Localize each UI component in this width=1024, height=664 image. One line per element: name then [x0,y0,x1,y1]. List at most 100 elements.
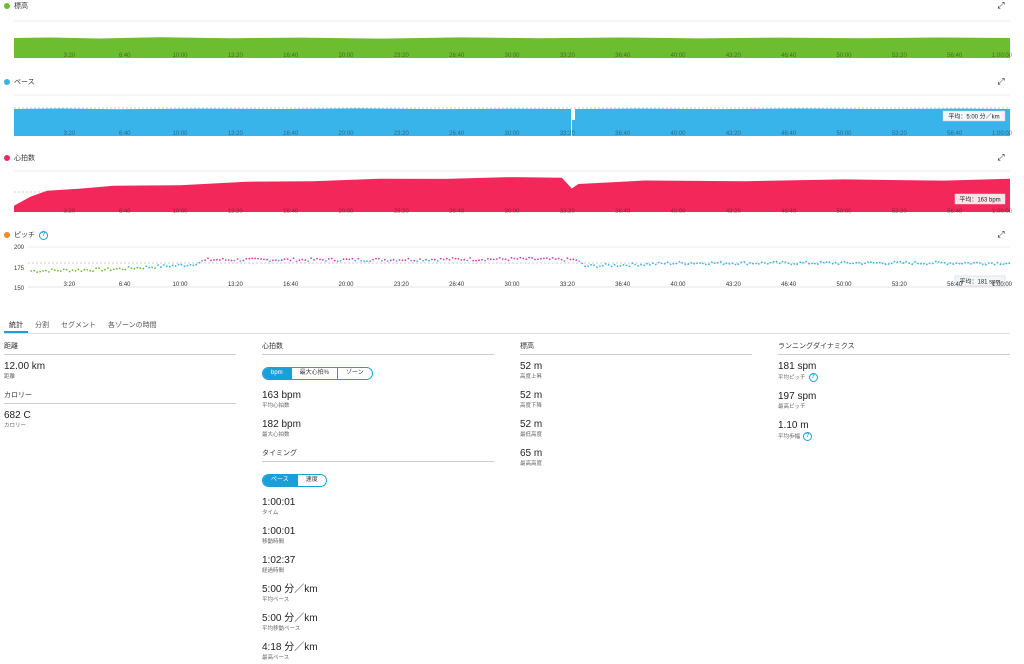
cadence-point [587,265,589,268]
cadence-point [295,260,298,263]
cadence-point [843,260,846,263]
cadence-point [805,260,807,263]
cadence-point [336,260,339,263]
cadence-point [301,258,304,261]
cadence-point [251,257,254,260]
stat-value: 52 m [520,361,543,372]
stat-avg-stride-length: 1.10 m 平均歩幅? [778,420,1010,441]
heart-rate-chart-header: 心拍数 [4,152,35,164]
cadence-point [77,268,80,271]
tab-time-in-zones[interactable]: 各ゾーンの時間 [108,322,157,329]
stat-label: 最高高度 [520,461,543,467]
cadence-point [162,264,165,266]
cadence-point [392,258,395,261]
x-tick-label: 10:00 [172,282,188,288]
cadence-point [198,261,201,264]
cadence-point [522,257,525,260]
cadence-point [260,258,262,260]
cadence-point [398,259,401,261]
stat-value: 163 bpm [262,390,301,401]
cadence-point [192,264,195,267]
x-tick-label: 56:40 [947,53,963,59]
cadence-point [540,257,542,260]
cadence-point [746,263,749,266]
pace-legend-dot [4,79,10,85]
stats-column-running-dynamics: ランニングダイナミクス 181 spm 平均ピッチ? 197 spm 最高ピッチ… [778,341,1010,450]
cadence-point [581,262,584,265]
expand-icon[interactable]: ⤢ [997,152,1005,162]
stat-value: 682 C [4,410,31,421]
cadence-point [292,257,295,260]
stat-value: 12.00 km [4,361,46,372]
cadence-point [875,262,878,264]
cadence-point [230,259,233,262]
expand-icon[interactable]: ⤢ [997,0,1005,10]
cadence-point [436,260,439,262]
stat-value: 4:18 分／km [262,642,318,653]
x-tick-label: 33:20 [560,131,576,137]
cadence-point [327,258,330,260]
cadence-point [171,264,174,267]
expand-icon[interactable]: ⤢ [997,76,1005,86]
cadence-point [917,262,919,265]
expand-icon[interactable]: ⤢ [997,229,1005,239]
heart-rate-section-title: 心拍数 [262,341,494,355]
cadence-point [796,263,799,266]
stat-moving-time: 1:00:01 移動時間 [262,526,494,546]
pace-plot: 平均：5:00 分／km 3:20 6:40 10:00 13:20 16:40 20:0… [14,94,1013,137]
cadence-point [740,261,743,264]
help-icon[interactable]: ? [803,432,813,441]
cadence-point [351,257,354,260]
toggle-bpm[interactable]: bpm [263,368,291,379]
cadence-point [316,257,318,260]
cadence-point [752,262,754,265]
cadence-point [967,261,969,264]
x-tick-label: 13:20 [228,209,244,215]
cadence-point [878,261,881,264]
x-tick-label: 30:00 [504,131,520,137]
stat-distance: 12.00 km 距離 [4,361,236,381]
tab-segments[interactable]: セグメント [61,322,96,329]
cadence-point [808,262,810,265]
cadence-point [702,262,704,265]
cadence-point [610,265,613,268]
cadence-point [74,270,77,272]
cadence-point [601,264,604,267]
stat-elevation-loss: 52 m 高度下降 [520,390,752,410]
cadence-point [201,260,204,262]
cadence-point [139,267,142,270]
heart-rate-chart-title: 心拍数 [14,155,35,162]
help-icon[interactable]: ? [808,373,818,382]
cadence-point [958,262,961,265]
cadence-point [310,257,312,260]
toggle-max-hr-percent[interactable]: 最大心拍% [290,368,337,379]
cadence-point [699,262,701,264]
cadence-point [657,261,660,264]
cadence-point [761,261,763,264]
toggle-speed[interactable]: 速度 [296,475,326,486]
timing-section-title: タイミング [262,448,494,462]
stats-column-heart-rate: 心拍数 bpm 最大心拍% ゾーン 163 bpm 平均心拍数 182 bpm … [262,341,494,664]
cadence-point [307,260,310,262]
cadence-point [30,270,33,272]
x-tick-label: 40:00 [670,209,686,215]
tab-splits[interactable]: 分割 [35,322,49,329]
heart-rate-legend-dot [4,155,10,161]
help-icon[interactable]: ? [39,230,48,240]
cadence-point [183,265,186,268]
cadence-point [289,259,292,262]
cadence-point [487,257,489,260]
toggle-pace[interactable]: ペース [263,475,297,486]
x-tick-label: 46:40 [781,209,797,215]
x-tick-label: 26:40 [449,209,465,215]
tab-stats[interactable]: 統計 [4,317,28,333]
cadence-point [165,265,168,268]
cadence-point [899,260,902,263]
cadence-point [59,270,62,272]
toggle-zone[interactable]: ゾーン [337,368,372,379]
stat-label: 最大心拍数 [262,432,290,438]
stat-max-cadence: 197 spm 最高ピッチ [778,391,1010,411]
cadence-point [923,262,925,265]
cadence-point [401,259,404,262]
cadence-point [313,259,315,261]
